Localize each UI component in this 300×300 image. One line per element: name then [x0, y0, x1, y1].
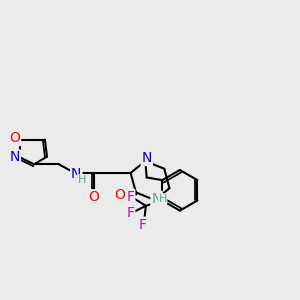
- Text: F: F: [126, 206, 134, 220]
- Text: O: O: [114, 188, 125, 202]
- Text: N: N: [10, 151, 20, 164]
- Text: F: F: [126, 190, 134, 204]
- Text: N: N: [142, 151, 152, 165]
- Text: F: F: [139, 218, 147, 232]
- Text: N: N: [71, 167, 81, 181]
- Text: O: O: [88, 190, 99, 204]
- Text: N: N: [152, 192, 162, 206]
- Text: O: O: [9, 131, 20, 145]
- Text: H: H: [159, 194, 167, 204]
- Text: H: H: [77, 175, 86, 184]
